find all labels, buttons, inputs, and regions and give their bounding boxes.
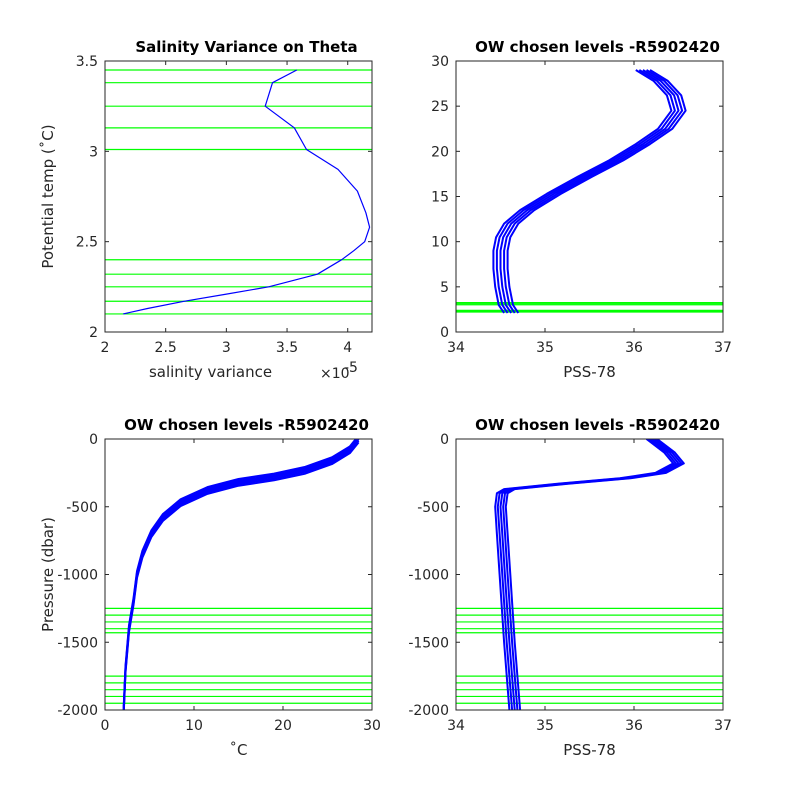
y-tick-label: 25 bbox=[431, 99, 449, 115]
x-tick-label: 34 bbox=[447, 340, 465, 356]
y-tick-label: 10 bbox=[431, 235, 449, 251]
axes-frame bbox=[455, 438, 724, 711]
x-tick-label: 35 bbox=[536, 340, 554, 356]
profile-line bbox=[123, 69, 371, 315]
y-tick-label: 0 bbox=[440, 432, 449, 448]
plot-area bbox=[456, 69, 723, 314]
y-tick-label: 0 bbox=[89, 432, 98, 448]
y-tick-label: -1500 bbox=[408, 635, 449, 651]
x-tick-label: 35 bbox=[536, 718, 554, 734]
chart-tl: 2 2.5 3 3.5 4 2 2.5 3 3.5 Salinity Variance on Th… bbox=[39, 38, 373, 382]
y-tick-label: -2000 bbox=[57, 703, 98, 719]
y-axis-label: Pressure (dbar) bbox=[39, 517, 57, 632]
profile-line bbox=[494, 439, 675, 710]
chart-title: Salinity Variance on Theta bbox=[135, 38, 357, 56]
profile-line bbox=[506, 69, 687, 314]
x-tick-label: 2 bbox=[101, 340, 110, 356]
profile-line bbox=[122, 439, 358, 707]
x-tick-label: 37 bbox=[714, 718, 732, 734]
profile-line bbox=[502, 439, 683, 710]
x-tick-label: 37 bbox=[714, 340, 732, 356]
y-tick-label: 3 bbox=[89, 144, 98, 160]
y-tick-label: 2.5 bbox=[76, 235, 98, 251]
profile-line bbox=[499, 439, 680, 710]
x-axis-label: salinity variance bbox=[149, 363, 272, 381]
profile-line bbox=[492, 69, 673, 314]
x-tick-label: 34 bbox=[447, 718, 465, 734]
y-tick-label: 20 bbox=[431, 144, 449, 160]
y-tick-label: 0 bbox=[440, 325, 449, 341]
y-tick-label: -1500 bbox=[57, 635, 98, 651]
x-tick-label: 2.5 bbox=[155, 340, 177, 356]
x-exponent-value: -5 bbox=[344, 360, 358, 376]
plot-area bbox=[105, 69, 372, 315]
y-tick-label: -500 bbox=[66, 500, 98, 516]
profile-line bbox=[499, 69, 680, 314]
plot-area bbox=[105, 439, 372, 710]
x-tick-label: 0 bbox=[101, 718, 110, 734]
x-tick-label: 20 bbox=[274, 718, 292, 734]
x-exponent-label: ×10 bbox=[320, 366, 350, 382]
chart-title: OW chosen levels -R5902420 bbox=[475, 38, 720, 56]
y-tick-label: 15 bbox=[431, 190, 449, 206]
profile-line bbox=[495, 69, 676, 314]
x-tick-label: 3 bbox=[222, 340, 231, 356]
x-axis-label: ˚C bbox=[230, 741, 248, 759]
profile-line bbox=[496, 439, 677, 710]
y-tick-label: -500 bbox=[417, 500, 449, 516]
y-tick-label: 30 bbox=[431, 54, 449, 70]
profile-line bbox=[504, 439, 685, 710]
chart-title: OW chosen levels -R5902420 bbox=[475, 416, 720, 434]
x-tick-label: 4 bbox=[343, 340, 352, 356]
chart-title: OW chosen levels -R5902420 bbox=[124, 416, 369, 434]
y-tick-label: -1000 bbox=[408, 568, 449, 584]
x-tick-label: 36 bbox=[625, 718, 643, 734]
profile-line bbox=[503, 69, 684, 314]
x-axis-label: PSS-78 bbox=[563, 741, 616, 759]
chart-tr: 34 35 36 37 0 5 10 15 20 25 30 OW chosen levels -R5… bbox=[431, 38, 732, 381]
x-tick-label: 30 bbox=[363, 718, 381, 734]
x-tick-label: 36 bbox=[625, 340, 643, 356]
y-tick-label: 3.5 bbox=[76, 54, 98, 70]
x-tick-label: 10 bbox=[185, 718, 203, 734]
chart-bl: 0 10 20 30 -2000 -1500 -1000 -500 0 OW chosen lev… bbox=[39, 416, 381, 759]
y-tick-label: 2 bbox=[89, 325, 98, 341]
y-tick-label: 5 bbox=[440, 280, 449, 296]
x-tick-label: 3.5 bbox=[276, 340, 298, 356]
y-tick-label: -2000 bbox=[408, 703, 449, 719]
chart-br: 34 35 36 37 -2000 -1500 -1000 -500 0 OW chosen le… bbox=[408, 416, 732, 759]
y-tick-label: -1000 bbox=[57, 568, 98, 584]
y-axis-label: Potential temp (˚C) bbox=[39, 124, 57, 268]
plot-area bbox=[456, 439, 723, 710]
axes-frame bbox=[104, 60, 373, 333]
x-axis-label: PSS-78 bbox=[563, 363, 616, 381]
